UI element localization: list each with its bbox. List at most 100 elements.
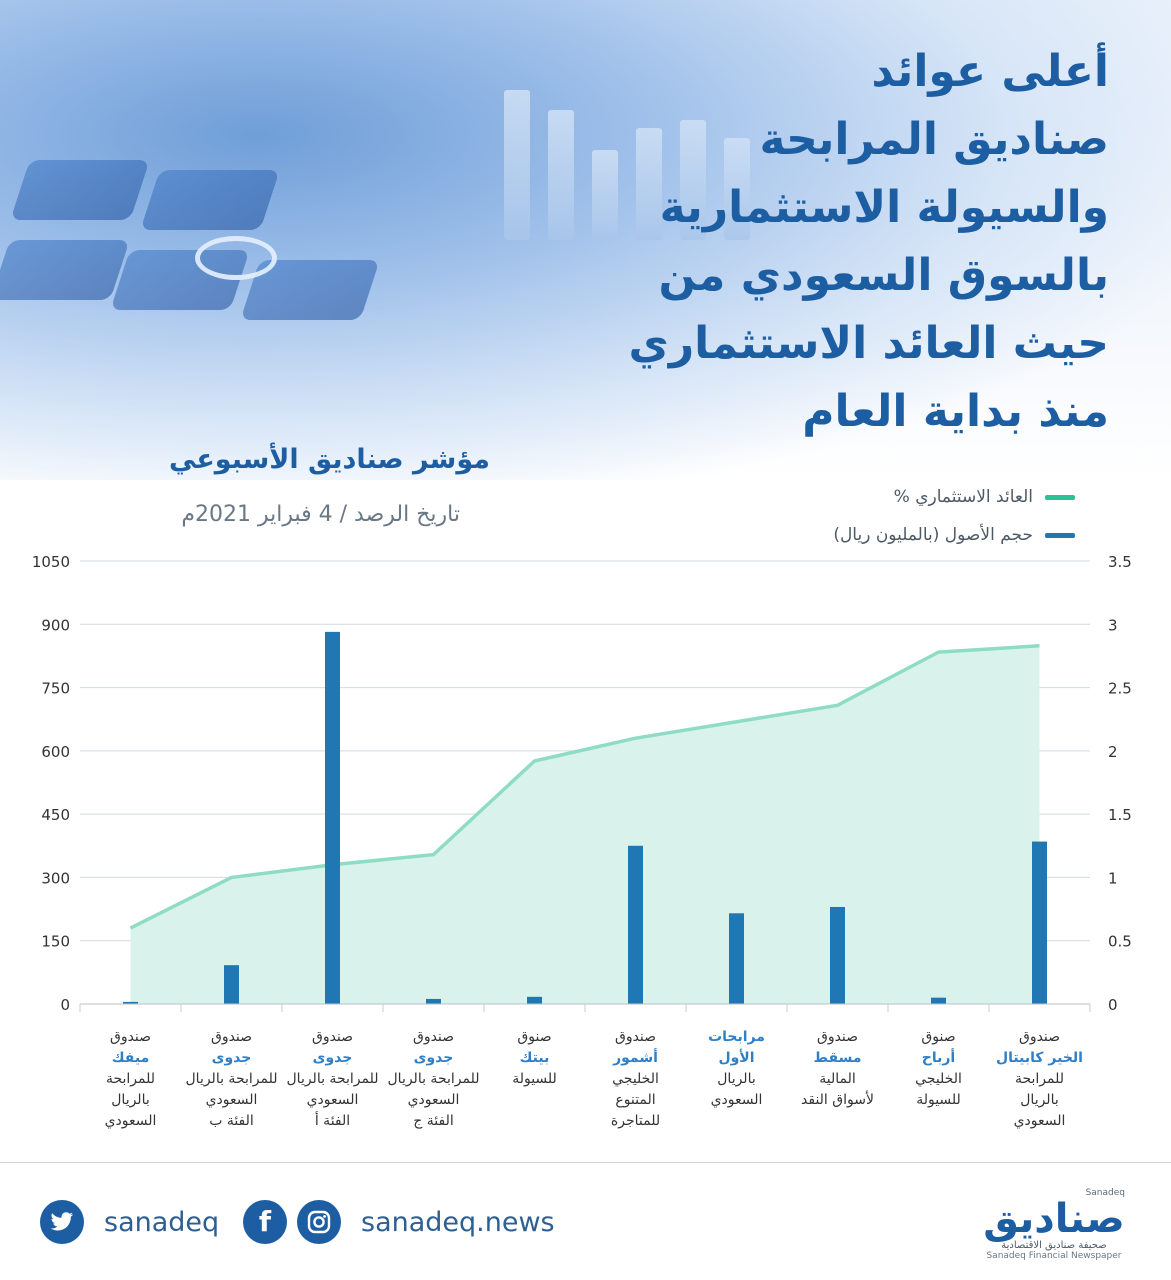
asset-bar bbox=[1032, 841, 1047, 1004]
category-label-name: جدوى bbox=[313, 1050, 353, 1066]
category-label-text: للمتاجرة bbox=[611, 1113, 660, 1129]
chart-legend: العائد الاستثماري % حجم الأصول (بالمليون… bbox=[655, 478, 1075, 554]
instagram-icon[interactable] bbox=[297, 1200, 341, 1244]
category-label-text: للمرابحة بالريال bbox=[287, 1071, 379, 1087]
category-label-text: للمرابحة بالريال bbox=[388, 1071, 480, 1087]
website-link[interactable]: sanadeq.news bbox=[361, 1206, 555, 1238]
category-label-text: بالريال bbox=[111, 1092, 150, 1108]
twitter-handle[interactable]: sanadeq bbox=[104, 1206, 220, 1238]
asset-bar bbox=[123, 1001, 138, 1004]
category-label-text: الفئة أ bbox=[315, 1111, 350, 1129]
y-left-tick-label: 300 bbox=[41, 869, 70, 887]
category-label-name: جدوى bbox=[212, 1050, 252, 1066]
category-label-text: صندوق bbox=[1019, 1029, 1060, 1045]
category-label-text: صندوق bbox=[615, 1029, 656, 1045]
category-label-text: السعودي bbox=[307, 1092, 359, 1108]
return-line bbox=[129, 644, 1040, 930]
category-label-text: السعودي bbox=[105, 1113, 157, 1129]
category-label-text: للمرابحة bbox=[106, 1071, 155, 1087]
chart-date: تاريخ الرصد / 4 فبراير 2021م bbox=[181, 502, 460, 527]
asset-bar bbox=[729, 913, 744, 1004]
category-label-text: بالريال bbox=[717, 1071, 756, 1087]
y-left-tick-label: 450 bbox=[41, 806, 70, 824]
legend-swatch-return bbox=[1045, 494, 1075, 500]
y-right-tick-label: 2 bbox=[1108, 743, 1118, 761]
y-right-tick-label: 0 bbox=[1108, 996, 1118, 1014]
y-left-tick-label: 150 bbox=[41, 933, 70, 951]
y-right-tick-label: 1.5 bbox=[1108, 806, 1132, 824]
category-label-name: مرابحات bbox=[708, 1029, 765, 1045]
category-label-text: لأسواق النقد bbox=[801, 1090, 874, 1108]
category-label-text: بالريال bbox=[1020, 1092, 1059, 1108]
headline-line: صناديق المرابحة bbox=[759, 114, 1109, 165]
headline-line: أعلى عوائد bbox=[871, 46, 1109, 97]
y-left-tick-label: 0 bbox=[60, 996, 70, 1014]
category-label-name: أشمور bbox=[612, 1048, 658, 1066]
asset-bar bbox=[527, 996, 542, 1004]
twitter-link[interactable]: sanadeq bbox=[40, 1200, 219, 1244]
twitter-icon[interactable] bbox=[40, 1200, 84, 1244]
category-label-name: جدوى bbox=[414, 1050, 454, 1066]
y-left-tick-label: 600 bbox=[41, 743, 70, 761]
category-label-text: صندوق bbox=[817, 1029, 858, 1045]
brand-latin: Sanadeq bbox=[1085, 1188, 1125, 1198]
category-label-text: الخليجي bbox=[915, 1071, 962, 1087]
calculator-keys-graphic bbox=[0, 150, 380, 380]
asset-bar bbox=[325, 631, 340, 1004]
category-label-text: صندوق bbox=[413, 1029, 454, 1045]
brand-name: صناديق bbox=[983, 1196, 1125, 1242]
legend-label-return: العائد الاستثماري % bbox=[893, 487, 1033, 507]
category-label-text: السعودي bbox=[1014, 1113, 1066, 1129]
background-bars-graphic bbox=[500, 40, 800, 240]
legend-label-assets: حجم الأصول (بالمليون ريال) bbox=[833, 525, 1033, 545]
category-label-text: السعودي bbox=[206, 1092, 258, 1108]
y-right-tick-label: 1 bbox=[1108, 869, 1118, 887]
category-label-text: السعودي bbox=[408, 1092, 460, 1108]
y-right-tick-label: 3 bbox=[1108, 616, 1118, 634]
legend-item-assets: حجم الأصول (بالمليون ريال) bbox=[655, 516, 1075, 554]
category-label-name: أرباح bbox=[922, 1048, 955, 1066]
asset-bar bbox=[628, 845, 643, 1004]
category-label-name: بيتك bbox=[520, 1050, 550, 1066]
asset-bar bbox=[426, 998, 441, 1004]
asset-bar bbox=[830, 906, 845, 1004]
category-label-text: المتنوع bbox=[615, 1092, 655, 1108]
category-label-text: صندوق bbox=[110, 1029, 151, 1045]
category-label-text: صندوق bbox=[312, 1029, 353, 1045]
asset-bar bbox=[224, 965, 239, 1004]
key-circle-graphic bbox=[195, 236, 277, 280]
headline-line: بالسوق السعودي من bbox=[658, 250, 1109, 301]
y-right-tick-label: 2.5 bbox=[1108, 680, 1132, 698]
return-area bbox=[130, 645, 1040, 1004]
category-label-text: للسيولة bbox=[512, 1071, 557, 1087]
brand-tagline-en: Sanadeq Financial Newspaper bbox=[986, 1251, 1122, 1261]
category-label-text: صنوق bbox=[517, 1029, 551, 1045]
category-label-name: مسقط bbox=[814, 1050, 862, 1066]
sanadeq-logo: Sanadeq صناديق صحيفة صناديق الاقتصادية S… bbox=[979, 1188, 1129, 1261]
legend-item-return: العائد الاستثماري % bbox=[655, 478, 1075, 516]
category-label-text: الفئة ب bbox=[209, 1113, 254, 1129]
category-label-text: صندوق bbox=[211, 1029, 252, 1045]
footer-divider bbox=[0, 1162, 1171, 1163]
asset-bar bbox=[931, 997, 946, 1004]
category-label-text: الخليجي bbox=[612, 1071, 659, 1087]
facebook-icon[interactable]: f bbox=[243, 1200, 287, 1244]
fund-chart: 0 150 300 450 600 750 900 1050 0 0.5 1 1.5 2 2.5 3 3.5 ص… bbox=[32, 553, 1132, 1129]
y-left-tick-label: 900 bbox=[41, 616, 70, 634]
headline: أعلى عوائد صناديق المرابحة والسيولة الاس… bbox=[409, 38, 1110, 446]
category-label-text: للمرابحة بالريال bbox=[186, 1071, 278, 1087]
facebook-instagram-links: f sanadeq.news bbox=[243, 1200, 555, 1244]
category-label-text: الفئة ج bbox=[413, 1113, 453, 1129]
category-label-name: ميفك bbox=[112, 1050, 150, 1066]
category-label-name: الأول bbox=[718, 1049, 754, 1066]
category-label-text: المالية bbox=[819, 1071, 856, 1087]
y-right-tick-label: 0.5 bbox=[1108, 933, 1132, 951]
category-label-text: للمرابحة bbox=[1015, 1071, 1064, 1087]
category-label-name: الخير كابيتال bbox=[996, 1050, 1083, 1066]
legend-swatch-assets bbox=[1045, 532, 1075, 538]
brand-tagline-ar: صحيفة صناديق الاقتصادية bbox=[1001, 1240, 1107, 1251]
hero-background bbox=[0, 0, 1171, 480]
y-right-tick-label: 3.5 bbox=[1108, 553, 1132, 571]
y-left-tick-label: 1050 bbox=[32, 553, 70, 571]
y-left-tick-label: 750 bbox=[41, 680, 70, 698]
